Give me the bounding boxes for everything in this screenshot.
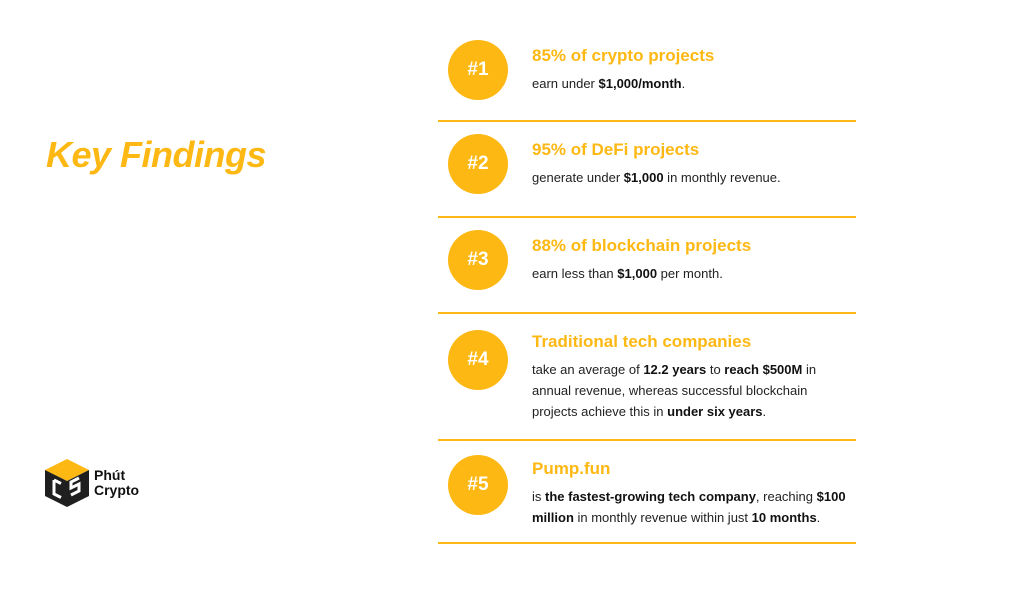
brand-name-line1: Phút xyxy=(94,467,126,483)
finding-text: in monthly revenue. xyxy=(663,170,781,185)
finding-text: earn under xyxy=(532,76,599,91)
finding-description: earn less than $1,000 per month. xyxy=(532,263,848,284)
finding-text: generate under xyxy=(532,170,624,185)
finding-description: generate under $1,000 in monthly revenue… xyxy=(532,167,848,188)
finding-highlight: the fastest-growing tech company xyxy=(545,489,756,504)
finding-text: in annual revenue, whereas successful bl… xyxy=(532,362,817,419)
brand-logo: Phút Crypto xyxy=(44,458,139,508)
finding-text: to xyxy=(706,362,725,377)
finding-body: Pump.fun is the fastest-growing tech comp… xyxy=(532,459,848,528)
cube-logo-icon xyxy=(45,459,89,507)
finding-highlight: under six years xyxy=(667,404,763,419)
finding-title: 88% of blockchain projects xyxy=(532,236,752,255)
finding-item: #4 Traditional tech companies take an aver… xyxy=(438,314,856,441)
finding-highlight: $1,000 xyxy=(623,170,664,185)
brand-name-line2: Crypto xyxy=(94,482,140,498)
brand-name: Phút Crypto xyxy=(94,468,139,498)
finding-highlight: 10 months xyxy=(751,510,817,525)
finding-number-badge: #2 xyxy=(448,134,508,194)
finding-item: #3 88% of blockchain projects earn less th… xyxy=(438,218,856,314)
finding-title: Pump.fun xyxy=(532,459,611,478)
finding-number-badge: #4 xyxy=(448,330,508,390)
finding-text: per month. xyxy=(657,266,723,281)
finding-text: in monthly revenue within just xyxy=(573,510,752,525)
finding-title: 85% of crypto projects xyxy=(532,46,715,65)
finding-text: is xyxy=(532,489,545,504)
finding-text: , reaching xyxy=(755,489,817,504)
finding-number-badge: #1 xyxy=(448,40,508,100)
finding-body: 95% of DeFi projects generate under $1,00… xyxy=(532,140,848,188)
finding-text: . xyxy=(816,510,821,525)
findings-list: #1 85% of crypto projects earn under $1,00… xyxy=(438,24,856,544)
finding-text: earn less than xyxy=(532,266,618,281)
finding-number-badge: #3 xyxy=(448,230,508,290)
finding-body: 88% of blockchain projects earn less than… xyxy=(532,236,848,284)
finding-description: is the fastest-growing tech company, rea… xyxy=(532,486,848,528)
finding-highlight: $100 million xyxy=(532,489,846,525)
finding-highlight: reach $500M xyxy=(724,362,803,377)
finding-body: Traditional tech companies take an averag… xyxy=(532,332,848,422)
finding-text: take an average of xyxy=(532,362,644,377)
finding-item: #2 95% of DeFi projects generate under $1,… xyxy=(438,122,856,218)
finding-title: 95% of DeFi projects xyxy=(532,140,700,159)
finding-title: Traditional tech companies xyxy=(532,332,752,351)
page-title: Key Findings xyxy=(46,134,267,176)
finding-text: . xyxy=(681,76,686,91)
finding-item: #1 85% of crypto projects earn under $1,00… xyxy=(438,24,856,122)
finding-highlight: 12.2 years xyxy=(643,362,707,377)
finding-highlight: $1,000/month xyxy=(598,76,682,91)
finding-description: earn under $1,000/month. xyxy=(532,73,848,94)
finding-body: 85% of crypto projects earn under $1,000/… xyxy=(532,46,848,94)
finding-item: #5 Pump.fun is the fastest-growing tech co… xyxy=(438,441,856,544)
finding-highlight: $1,000 xyxy=(617,266,658,281)
finding-number-badge: #5 xyxy=(448,455,508,515)
finding-text: . xyxy=(762,404,767,419)
finding-description: take an average of 12.2 years to reach $… xyxy=(532,359,848,422)
